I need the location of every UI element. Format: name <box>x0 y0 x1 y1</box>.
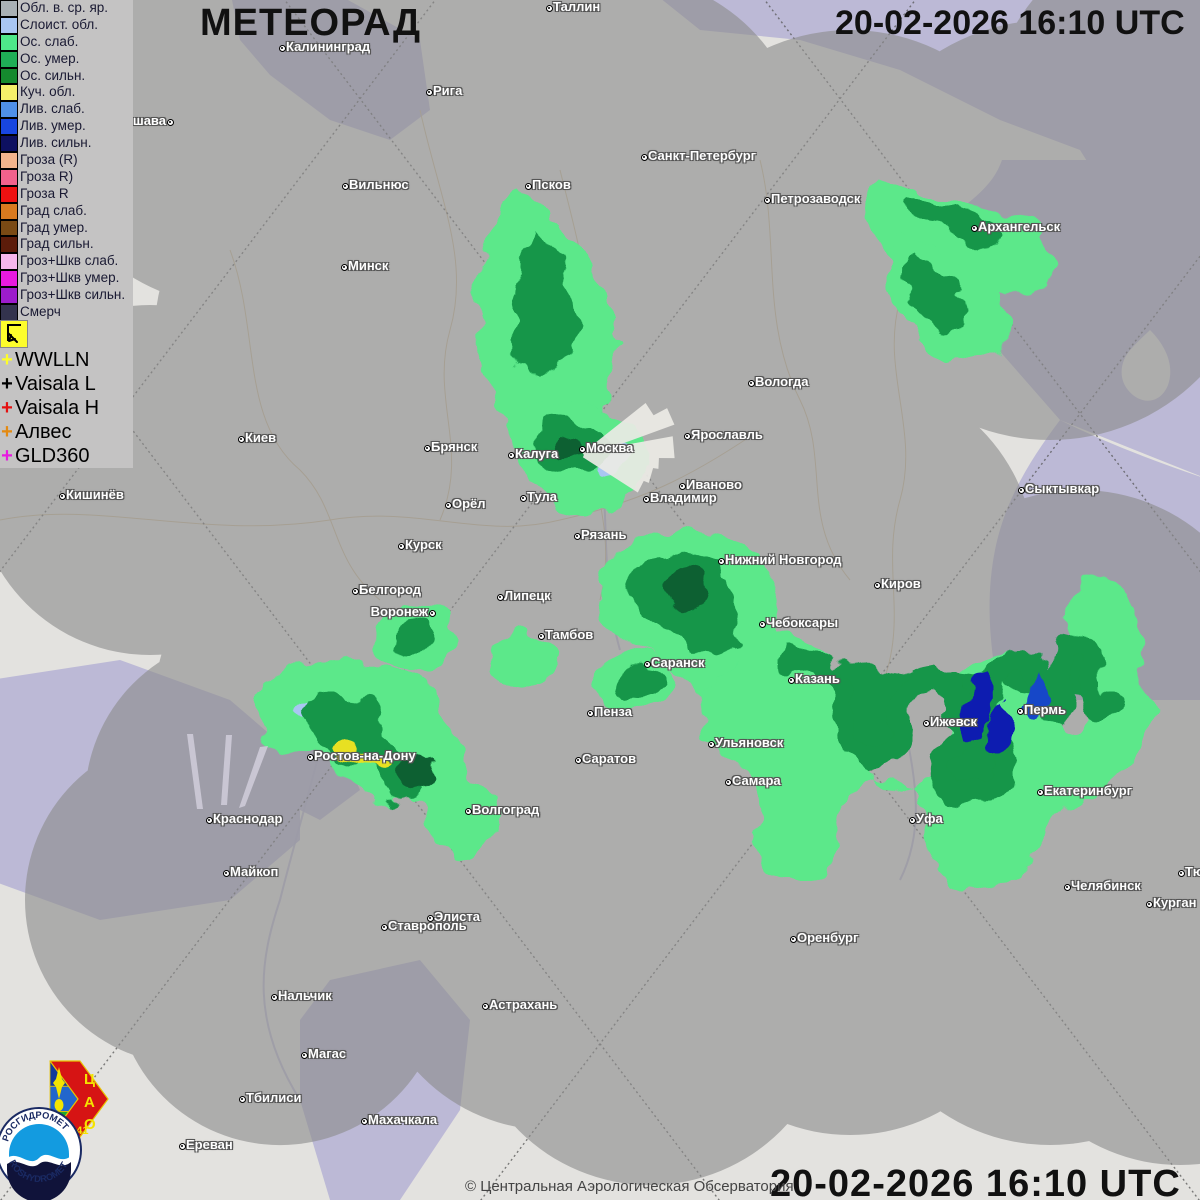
svg-text:А: А <box>84 1094 95 1111</box>
svg-text:Ц: Ц <box>84 1071 95 1088</box>
